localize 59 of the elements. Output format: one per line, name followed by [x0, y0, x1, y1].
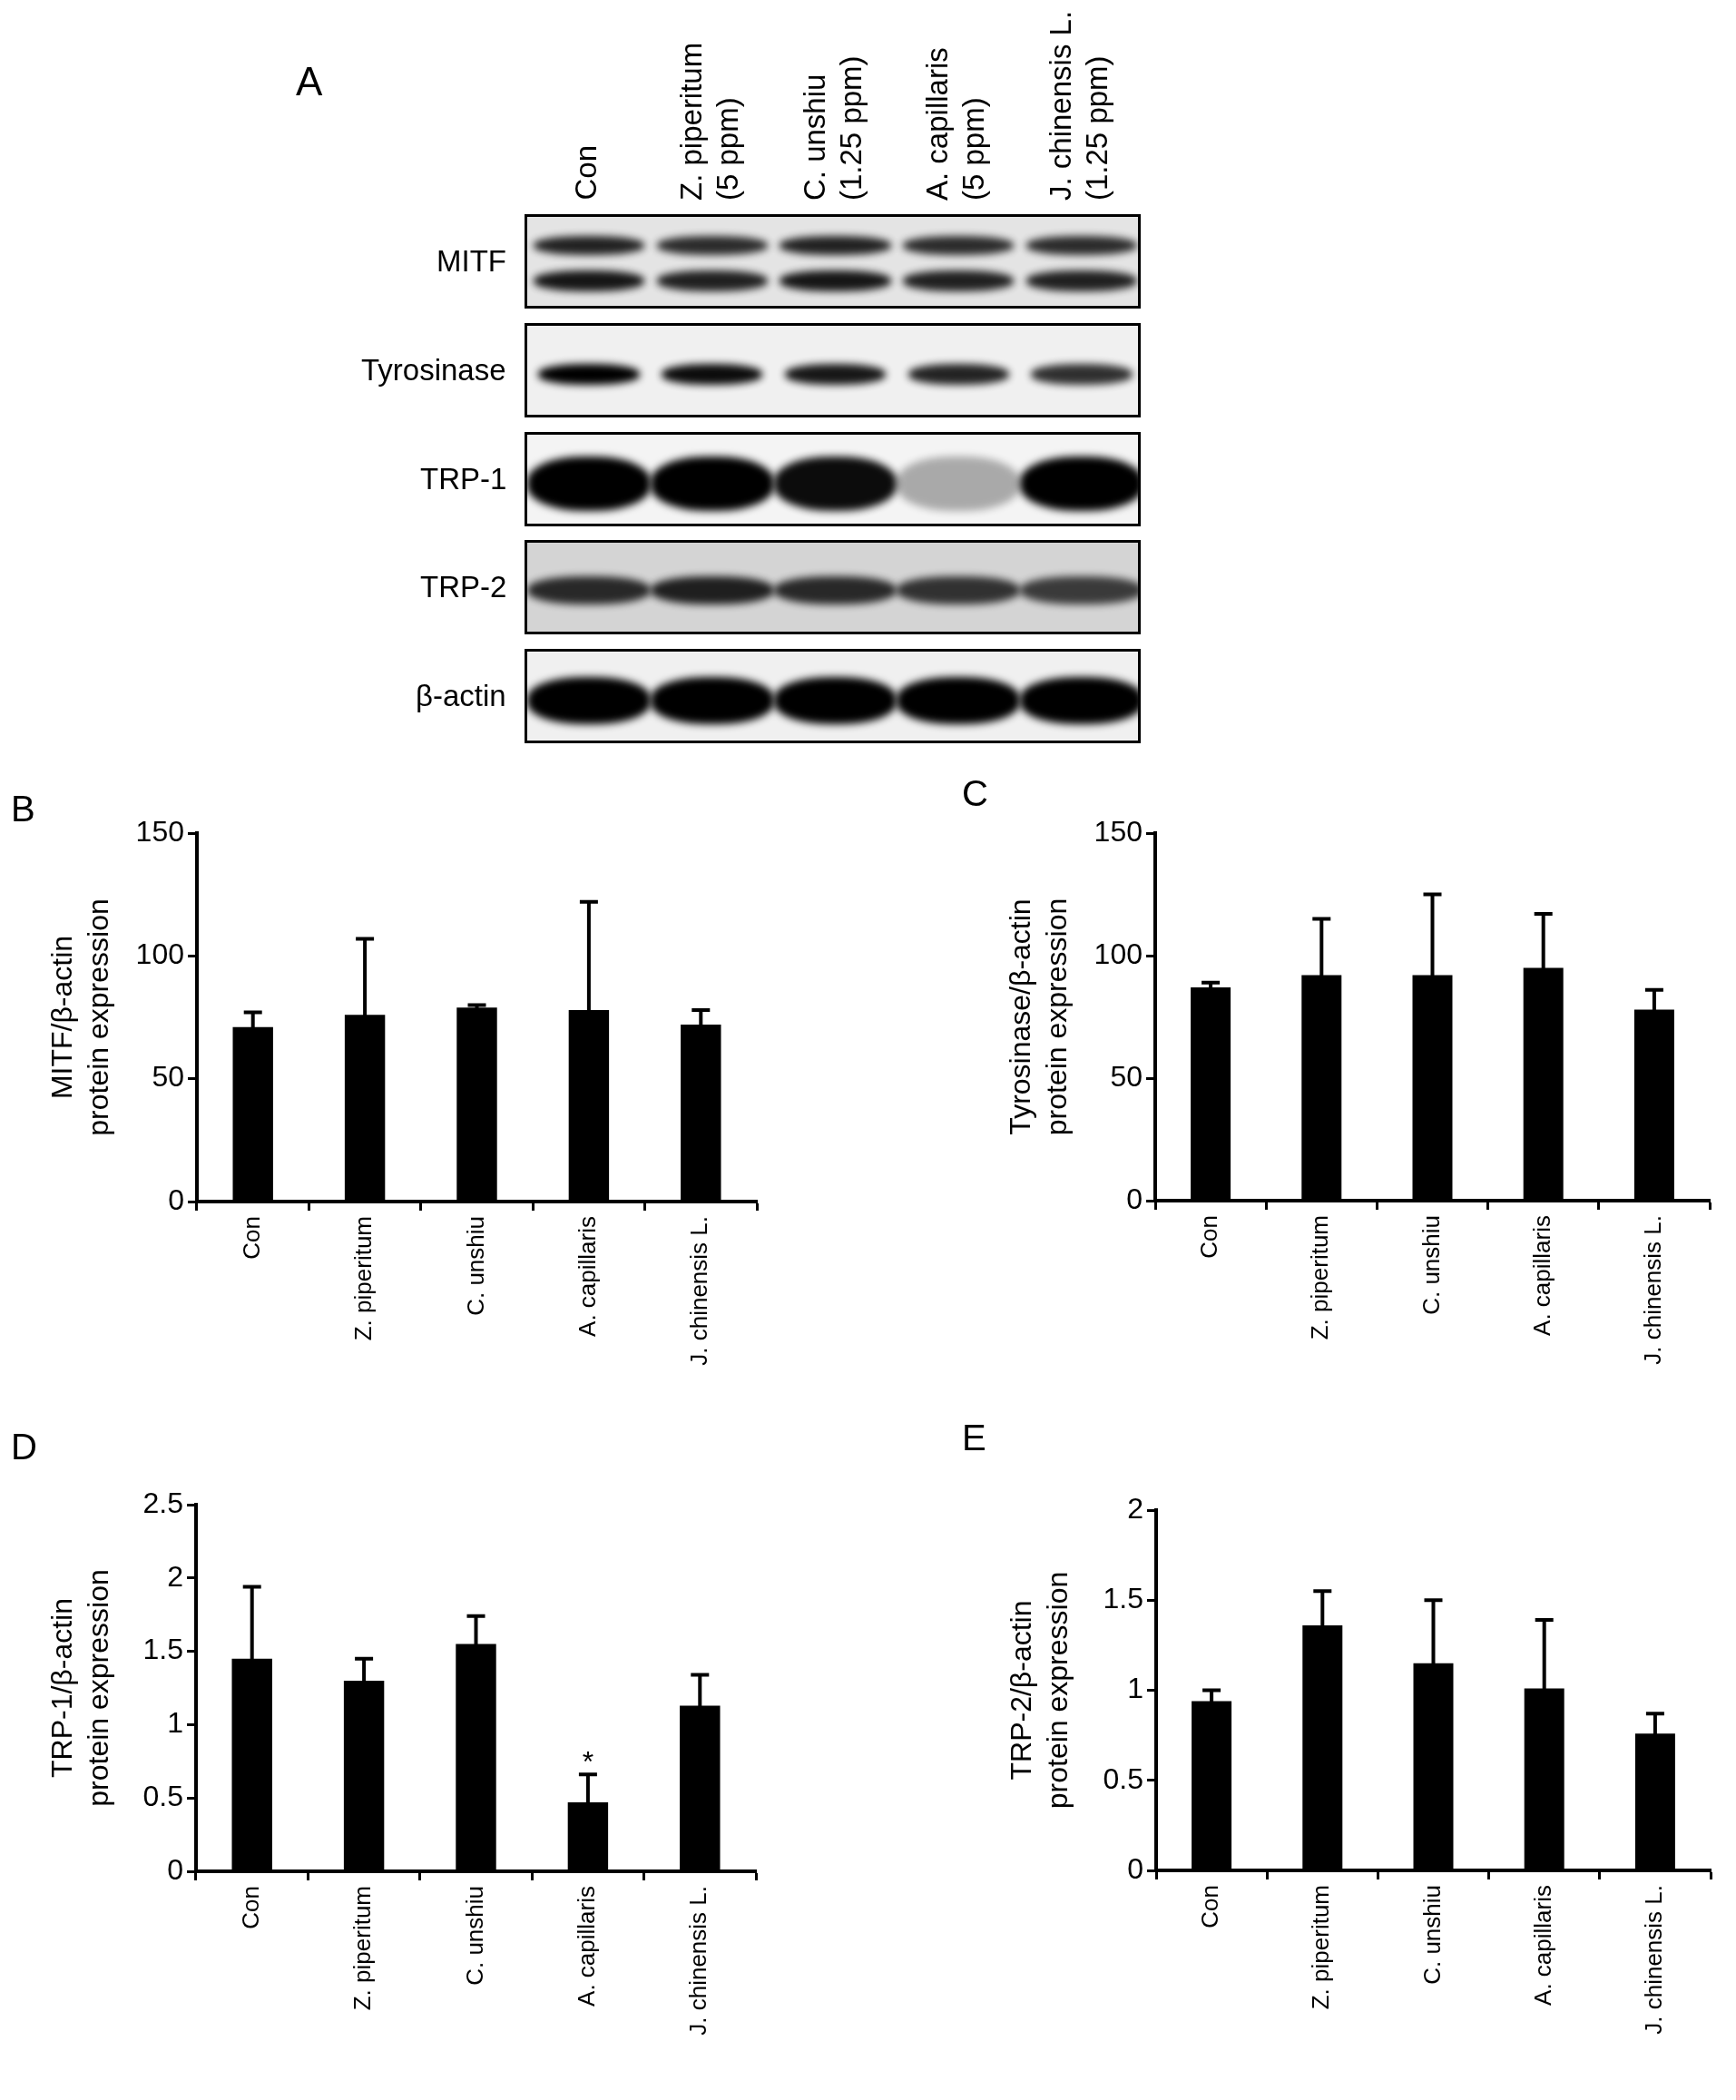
x-tick-label: J. chinensis L.: [684, 1886, 712, 2036]
y-tick-label: 50: [1110, 1059, 1143, 1093]
x-tick-label: A. capillaris: [573, 1886, 601, 2007]
category-label: C. unshiu (1.25 ppm): [796, 54, 868, 201]
category-label: A. capillaris (5 ppm): [919, 46, 992, 201]
y-tick-label: 0: [1127, 1851, 1143, 1885]
x-tick-label: Con: [1196, 1885, 1224, 1928]
y-tick-label: 0: [1126, 1182, 1143, 1215]
y-tick-label: 2: [1127, 1491, 1143, 1525]
x-tick-label: Con: [237, 1216, 265, 1260]
annotation: *: [582, 1744, 594, 1778]
y-tick-label: 0.5: [1103, 1761, 1143, 1795]
x-tick-label: C. unshiu: [461, 1216, 489, 1316]
category-label: MITF: [436, 244, 506, 278]
y-tick-label: 1: [167, 1706, 183, 1740]
x-tick-label: C. unshiu: [1417, 1215, 1445, 1315]
category-label: Con: [567, 145, 603, 201]
text: A: [296, 59, 323, 103]
y-tick-label: 1: [1127, 1672, 1143, 1705]
x-tick-label: Z. piperitum: [349, 1216, 378, 1341]
y-tick-label: 2.5: [142, 1486, 183, 1519]
category-label: J. chinensis L. (1.25 ppm): [1043, 9, 1115, 201]
chart-title: E: [962, 1418, 986, 1458]
y-tick-label: 0.5: [142, 1780, 183, 1813]
y-tick-label: 1.5: [1103, 1582, 1143, 1615]
y-tick-label: 100: [1094, 937, 1143, 970]
x-tick-label: Con: [236, 1886, 264, 1929]
category-label: TRP-1: [420, 461, 507, 496]
category-label: TRP-2: [420, 570, 507, 604]
category-label: β-actin: [416, 679, 506, 713]
x-tick-label: A. capillaris: [574, 1216, 602, 1337]
x-tick-label: C. unshiu: [1417, 1885, 1446, 1985]
chart-title: B: [11, 789, 35, 829]
y-tick-label: 0: [168, 1182, 184, 1216]
y-axis-title: TRP-1/β-actin protein expression: [44, 1569, 114, 1807]
y-tick-label: 100: [135, 937, 184, 971]
category-label: Tyrosinase: [361, 352, 506, 387]
x-tick-label: Con: [1195, 1215, 1223, 1259]
chart-title: D: [11, 1427, 37, 1467]
x-tick-label: J. chinensis L.: [685, 1216, 713, 1366]
x-tick-label: A. capillaris: [1528, 1885, 1556, 2006]
y-axis-title: Tyrosinase/β-actin protein expression: [1003, 898, 1073, 1136]
y-tick-label: 50: [152, 1060, 184, 1094]
chart-title: C: [962, 773, 988, 814]
y-axis-title: TRP-2/β-actin protein expression: [1004, 1571, 1074, 1810]
x-tick-label: A. capillaris: [1527, 1215, 1555, 1336]
x-tick-label: Z. piperitum: [1306, 1215, 1334, 1340]
x-tick-label: J. chinensis L.: [1640, 1885, 1668, 2035]
x-tick-label: C. unshiu: [460, 1886, 488, 1986]
y-tick-label: 0: [167, 1852, 183, 1886]
category-label: Z. piperitum (5 ppm): [672, 41, 745, 201]
y-tick-label: 2: [167, 1559, 183, 1593]
x-tick-label: Z. piperitum: [1307, 1885, 1335, 2010]
y-tick-label: 150: [1094, 814, 1143, 848]
x-tick-label: J. chinensis L.: [1639, 1215, 1667, 1365]
y-tick-label: 150: [135, 814, 184, 848]
y-tick-label: 1.5: [142, 1633, 183, 1666]
x-tick-label: Z. piperitum: [348, 1886, 377, 2011]
y-axis-title: MITF/β-actin protein expression: [44, 898, 114, 1136]
